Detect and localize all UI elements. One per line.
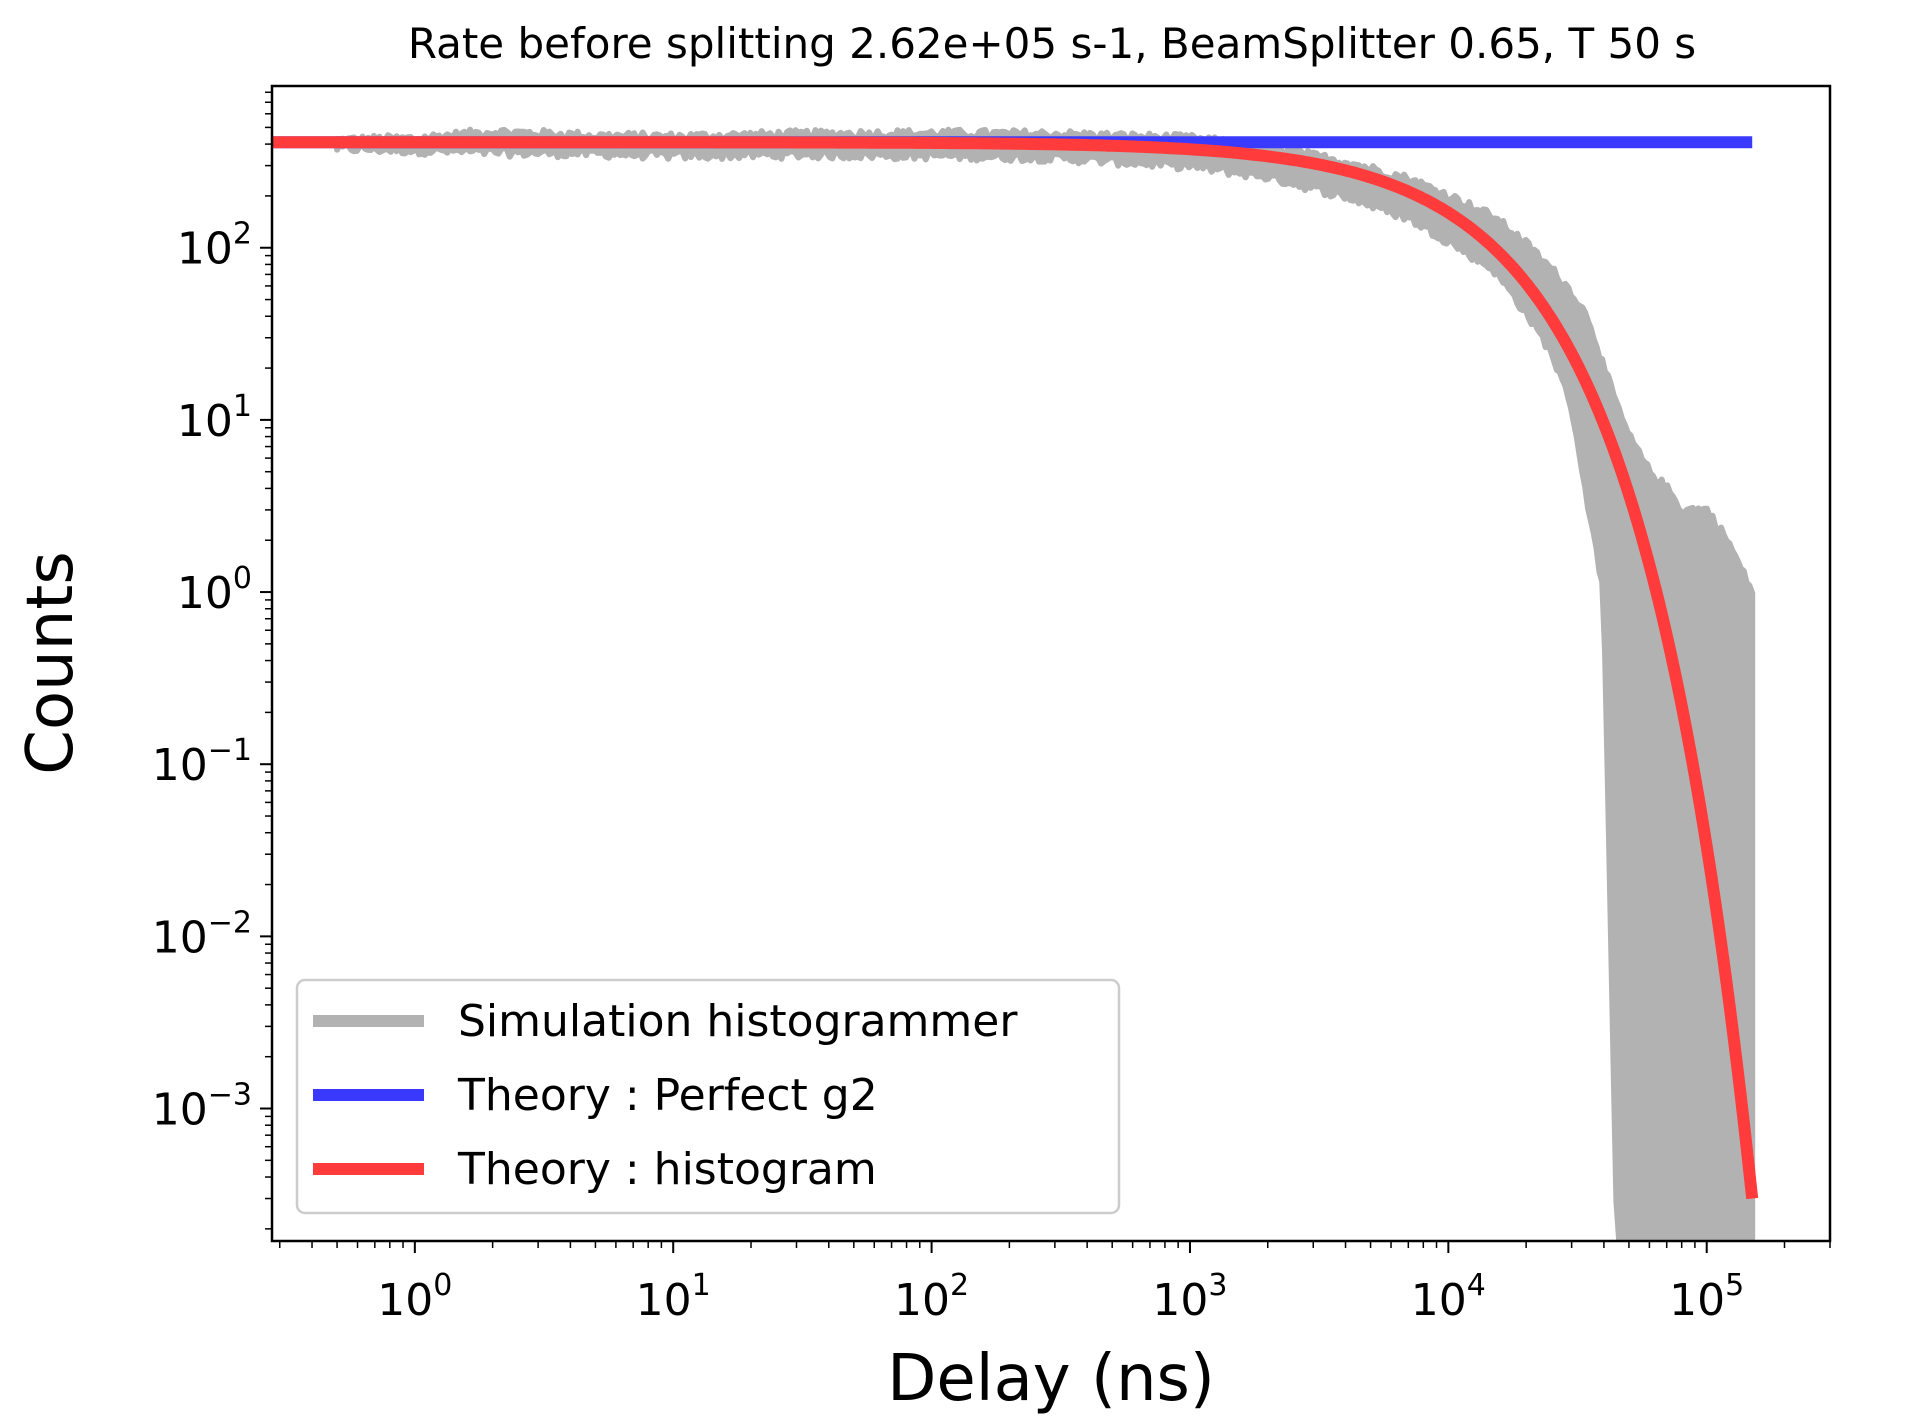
series-histogram-theory-line xyxy=(272,136,1759,1200)
y-tick-label: 101 xyxy=(177,389,252,447)
x-tick-label: 103 xyxy=(1152,1268,1227,1326)
y-tick-label: 100 xyxy=(177,561,252,619)
x-tick-label: 104 xyxy=(1411,1268,1486,1326)
x-tick-label: 101 xyxy=(636,1268,711,1326)
chart-title: Rate before splitting 2.62e+05 s-1, Beam… xyxy=(408,19,1696,68)
x-tick-label: 105 xyxy=(1669,1268,1744,1326)
legend-label-simulation: Simulation histogrammer xyxy=(458,996,1018,1047)
y-axis-label: Counts xyxy=(14,551,88,774)
legend-box xyxy=(295,978,1121,1215)
legend-label-histogram: Theory : histogram xyxy=(457,1144,877,1195)
legend-label-perfect-g2: Theory : Perfect g2 xyxy=(457,1070,878,1121)
y-axis: 10−3 10−2 10−1 100 101 102 xyxy=(152,91,272,1230)
y-tick-label: 10−3 xyxy=(152,1078,252,1136)
x-axis-label: Delay (ns) xyxy=(887,1342,1215,1416)
plot-frame xyxy=(270,84,1832,1243)
y-tick-label: 102 xyxy=(177,217,252,275)
plot-area xyxy=(272,126,1759,1241)
y-tick-label: 10−2 xyxy=(152,905,252,963)
x-tick-label: 102 xyxy=(894,1268,969,1326)
x-axis: 100 101 102 103 104 105 xyxy=(278,1241,1831,1326)
legend: Simulation histogrammer Theory : Perfect… xyxy=(295,978,1121,1215)
y-tick-label: 10−1 xyxy=(152,733,252,791)
x-tick-label: 100 xyxy=(377,1268,452,1326)
